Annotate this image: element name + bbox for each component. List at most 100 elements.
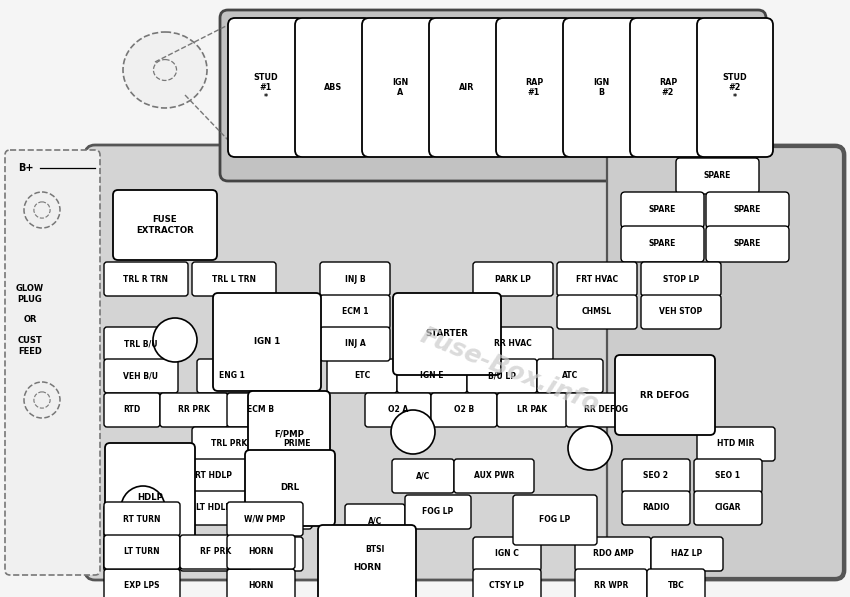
FancyBboxPatch shape <box>621 192 704 228</box>
FancyBboxPatch shape <box>180 535 252 569</box>
FancyBboxPatch shape <box>104 535 180 569</box>
FancyBboxPatch shape <box>104 262 188 296</box>
Text: RT HDLP: RT HDLP <box>196 472 233 481</box>
Text: VEH B/U: VEH B/U <box>123 371 158 380</box>
FancyBboxPatch shape <box>557 295 637 329</box>
FancyBboxPatch shape <box>473 262 553 296</box>
Text: AUX PWR: AUX PWR <box>473 472 514 481</box>
FancyBboxPatch shape <box>429 18 505 157</box>
FancyBboxPatch shape <box>227 535 295 569</box>
FancyBboxPatch shape <box>345 504 405 538</box>
Text: DRL: DRL <box>280 484 299 493</box>
Text: STARTER: STARTER <box>426 330 468 338</box>
Text: IGN
A: IGN A <box>392 78 408 97</box>
Text: SPARE: SPARE <box>649 205 677 214</box>
FancyBboxPatch shape <box>104 537 180 571</box>
Text: FUSE
EXTRACTOR: FUSE EXTRACTOR <box>136 216 194 235</box>
FancyBboxPatch shape <box>345 532 405 566</box>
FancyBboxPatch shape <box>496 18 572 157</box>
FancyBboxPatch shape <box>104 502 180 536</box>
Text: RR DEFOG: RR DEFOG <box>584 405 628 414</box>
FancyBboxPatch shape <box>697 427 775 461</box>
Text: IGN C: IGN C <box>495 549 519 559</box>
FancyBboxPatch shape <box>706 226 789 262</box>
FancyBboxPatch shape <box>393 293 501 375</box>
FancyBboxPatch shape <box>177 491 251 525</box>
FancyBboxPatch shape <box>295 18 371 157</box>
FancyBboxPatch shape <box>575 537 651 571</box>
Text: RAP
#1: RAP #1 <box>524 78 543 97</box>
FancyBboxPatch shape <box>113 190 217 260</box>
Text: RR WPR: RR WPR <box>594 581 628 590</box>
Text: RR PRK: RR PRK <box>178 405 210 414</box>
Text: SEO 2: SEO 2 <box>643 472 668 481</box>
FancyBboxPatch shape <box>621 226 704 262</box>
Text: STUD
#2
*: STUD #2 * <box>722 73 747 103</box>
FancyBboxPatch shape <box>228 18 304 157</box>
Text: ABS: ABS <box>324 83 342 92</box>
Text: TRL PRK: TRL PRK <box>211 439 247 448</box>
Text: RT TURN: RT TURN <box>123 518 161 527</box>
FancyBboxPatch shape <box>227 537 303 571</box>
Text: SPARE: SPARE <box>734 205 762 214</box>
Circle shape <box>34 392 50 408</box>
FancyBboxPatch shape <box>697 18 773 157</box>
FancyBboxPatch shape <box>497 393 567 427</box>
FancyBboxPatch shape <box>318 525 416 597</box>
Text: RR DEFOG: RR DEFOG <box>640 390 689 399</box>
Text: RTD: RTD <box>123 405 140 414</box>
FancyBboxPatch shape <box>160 393 228 427</box>
Text: O2 A: O2 A <box>388 405 408 414</box>
Text: INJ A: INJ A <box>344 340 366 349</box>
FancyBboxPatch shape <box>192 427 266 461</box>
FancyBboxPatch shape <box>227 393 295 427</box>
FancyBboxPatch shape <box>431 393 497 427</box>
FancyBboxPatch shape <box>563 18 639 157</box>
Text: EXP LPS: EXP LPS <box>124 581 160 590</box>
Text: GLOW
PLUG

OR

CUST
FEED: GLOW PLUG OR CUST FEED <box>16 284 44 356</box>
FancyBboxPatch shape <box>473 537 541 571</box>
FancyBboxPatch shape <box>473 569 541 597</box>
FancyBboxPatch shape <box>537 359 603 393</box>
FancyBboxPatch shape <box>641 295 721 329</box>
Text: TRL R TRN: TRL R TRN <box>123 275 168 284</box>
FancyBboxPatch shape <box>575 569 647 597</box>
Text: CTSY LP: CTSY LP <box>490 581 524 590</box>
FancyBboxPatch shape <box>197 359 267 393</box>
Ellipse shape <box>123 32 207 108</box>
Circle shape <box>121 486 165 530</box>
Circle shape <box>34 202 50 218</box>
Text: ECM B: ECM B <box>247 405 275 414</box>
FancyBboxPatch shape <box>651 537 723 571</box>
FancyBboxPatch shape <box>327 359 397 393</box>
FancyBboxPatch shape <box>365 393 431 427</box>
Text: DRL: DRL <box>275 507 292 516</box>
FancyBboxPatch shape <box>266 427 328 461</box>
Text: CIGAR: CIGAR <box>715 503 741 512</box>
FancyBboxPatch shape <box>392 459 454 493</box>
FancyBboxPatch shape <box>104 359 178 393</box>
Text: STUD
#1
*: STUD #1 * <box>253 73 278 103</box>
Text: AIR: AIR <box>459 83 474 92</box>
FancyBboxPatch shape <box>467 359 537 393</box>
Text: RF PRK: RF PRK <box>201 547 231 556</box>
FancyBboxPatch shape <box>248 391 330 477</box>
Text: ATC: ATC <box>562 371 578 380</box>
Ellipse shape <box>643 32 727 108</box>
Text: HORN: HORN <box>353 564 381 573</box>
Text: RF PRK: RF PRK <box>201 549 231 559</box>
Text: LT TURN: LT TURN <box>124 549 160 559</box>
FancyBboxPatch shape <box>320 262 390 296</box>
FancyBboxPatch shape <box>397 359 467 393</box>
Text: STOP LP: STOP LP <box>663 275 699 284</box>
Text: SEO 1: SEO 1 <box>716 472 740 481</box>
Text: IGN
B: IGN B <box>592 78 609 97</box>
FancyBboxPatch shape <box>676 158 759 194</box>
Text: F/PMP: F/PMP <box>274 429 304 439</box>
Ellipse shape <box>673 60 696 81</box>
Text: ETC: ETC <box>354 371 370 380</box>
Text: W/W PMP: W/W PMP <box>244 549 286 559</box>
FancyBboxPatch shape <box>630 18 706 157</box>
Text: RADIO: RADIO <box>643 503 670 512</box>
FancyBboxPatch shape <box>641 262 721 296</box>
